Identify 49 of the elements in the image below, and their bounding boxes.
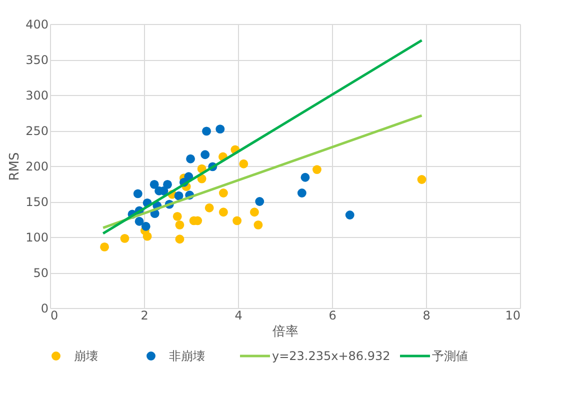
y-tick-label: 300	[26, 88, 48, 102]
x-axis-title: 倍率	[272, 324, 298, 340]
x-tick-label: 0	[50, 308, 58, 322]
point	[141, 222, 150, 231]
point	[134, 216, 144, 226]
x-tick-label: 6	[328, 308, 336, 322]
y-tick-label: 100	[26, 230, 48, 244]
point	[239, 159, 248, 168]
point	[255, 197, 264, 206]
point	[163, 180, 172, 189]
y-tick-label: 200	[26, 160, 48, 174]
legend-label: 予測値	[432, 349, 468, 363]
y-axis-title: RMS	[8, 152, 23, 181]
point	[300, 172, 310, 182]
point	[200, 150, 210, 160]
point	[218, 208, 228, 217]
x-tick-label: 8	[422, 308, 430, 322]
y-tick-label: 250	[26, 124, 48, 138]
point	[254, 220, 263, 230]
y-tick-label: 50	[33, 266, 48, 280]
point	[174, 191, 184, 200]
point	[175, 234, 184, 244]
point	[417, 175, 426, 184]
x-tick-label: 4	[234, 308, 242, 322]
legend-label: 崩壊	[74, 349, 98, 363]
point	[150, 180, 159, 189]
point	[312, 165, 322, 174]
point	[232, 216, 242, 226]
point	[142, 232, 152, 241]
y-tick-label: 350	[26, 53, 48, 67]
point	[172, 212, 182, 221]
legend-label: 非崩壊	[169, 349, 205, 363]
point	[186, 154, 195, 164]
legend-label: y=23.235x+86.932	[272, 349, 390, 363]
point	[120, 234, 130, 243]
x-tick-label: 2	[140, 308, 148, 322]
point	[218, 188, 228, 198]
point	[250, 208, 259, 217]
y-tick-label: 400	[26, 18, 48, 32]
point	[175, 220, 184, 230]
y-tick-label: 150	[26, 195, 48, 209]
point	[216, 124, 225, 134]
point	[100, 242, 109, 252]
point	[345, 210, 354, 220]
x-tick-label: 10	[505, 308, 520, 322]
point	[133, 189, 142, 198]
point	[202, 126, 211, 136]
point	[297, 188, 306, 198]
point	[204, 203, 214, 212]
